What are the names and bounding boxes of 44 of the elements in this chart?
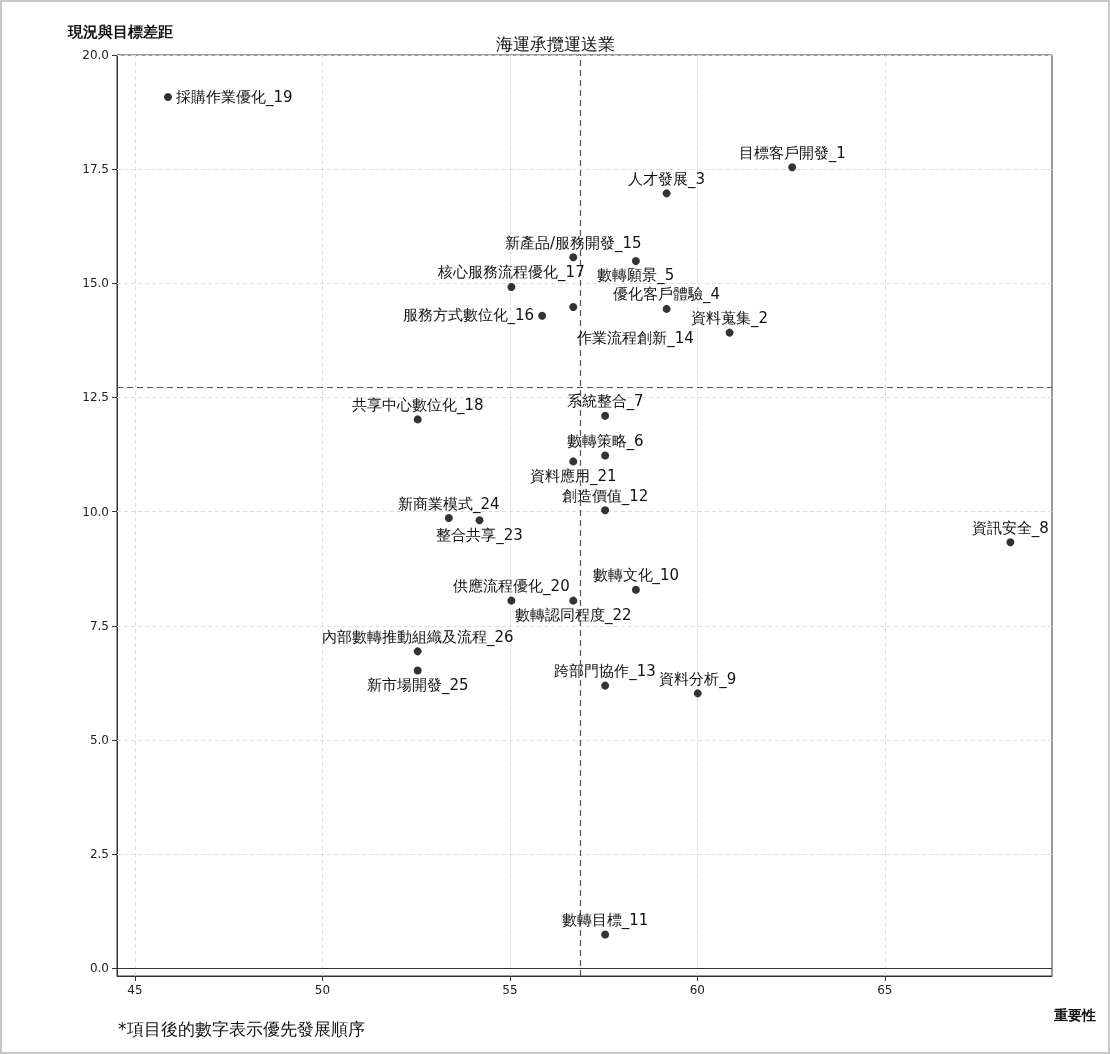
annotation: 資料應用_21 xyxy=(529,466,617,486)
x-tick-label: 45 xyxy=(127,983,143,997)
annotation: 數轉文化_10 xyxy=(592,566,680,586)
annotation: 新產品/服務開發_15 xyxy=(504,233,642,253)
y-tick-label: 5.0 xyxy=(89,732,109,747)
y-tick-label: 17.5 xyxy=(82,162,109,177)
annotation: 整合共享_23 xyxy=(436,525,523,545)
annotation: 供應流程優化_20 xyxy=(453,577,570,597)
annotation: 數轉目標_11 xyxy=(561,910,649,930)
annotation: 資訊安全_8 xyxy=(971,518,1049,538)
annotation: 作業流程創新_14 xyxy=(576,328,694,348)
annotation: 目標客戶開發_1 xyxy=(738,143,846,163)
y-axis-title: 現況與目標差距 xyxy=(67,22,173,41)
x-tick-label: 65 xyxy=(877,983,893,997)
x-tick-label: 50 xyxy=(314,983,331,997)
annotation: 創造價值_12 xyxy=(561,486,649,506)
x-axis-title: 重要性 xyxy=(1053,1007,1096,1023)
annotation: 新市場開發_25 xyxy=(366,676,469,696)
annotation: 優化客戶體驗_4 xyxy=(613,285,721,305)
annotation: 資料分析_9 xyxy=(659,669,737,689)
chart-title: 海運承攬運送業 xyxy=(495,33,615,54)
y-tick-label: 7.5 xyxy=(89,618,109,633)
y-tick-label: 15.0 xyxy=(82,276,109,291)
y-tick-label: 20.0 xyxy=(82,48,109,62)
y-tick-label: 12.5 xyxy=(82,390,109,405)
annotation: 資料蒐集_2 xyxy=(691,309,769,329)
annotation: 跨部門協作_13 xyxy=(554,662,656,682)
y-tick-label: 10.0 xyxy=(82,504,109,519)
text: *項目後的數字表示優先發展順序 xyxy=(118,1018,365,1039)
annotation: 內部數轉推動組織及流程_26 xyxy=(321,627,514,647)
annotation: 人才發展_3 xyxy=(628,169,706,189)
annotation: 數轉願景_5 xyxy=(597,266,675,286)
annotation: 數轉認同程度_22 xyxy=(514,606,632,626)
annotation: 系統整合_7 xyxy=(566,392,644,412)
x-tick-label: 55 xyxy=(502,983,518,997)
x-tick-label: 60 xyxy=(689,983,705,997)
annotation: 數轉策略_6 xyxy=(566,431,644,451)
y-tick-label: 0.0 xyxy=(89,961,109,976)
y-tick-label: 2.5 xyxy=(89,847,109,862)
annotation: 核心服務流程優化_17 xyxy=(437,263,585,283)
annotation: 共享中心數位化_18 xyxy=(351,395,484,415)
annotation: 服務方式數位化_16 xyxy=(402,306,535,326)
annotation: 採購作業優化_19 xyxy=(175,87,293,107)
annotation: 新商業模式_24 xyxy=(397,494,500,514)
